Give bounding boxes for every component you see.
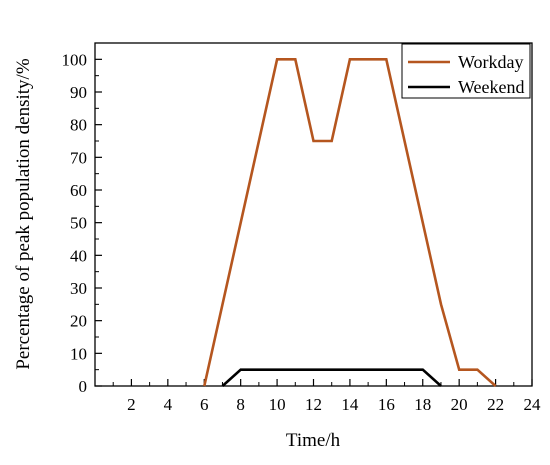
y-axis-label: Percentage of peak population density/%: [13, 58, 34, 369]
y-tick-label: 90: [70, 83, 87, 102]
y-tick-label: 10: [70, 344, 87, 363]
y-tick-label: 100: [62, 50, 88, 69]
y-tick-label: 70: [70, 148, 87, 167]
y-tick-label: 20: [70, 312, 87, 331]
legend: Workday Weekend: [401, 43, 531, 99]
x-tick-label: 8: [236, 395, 245, 414]
x-tick-label: 2: [127, 395, 136, 414]
x-tick-label: 10: [269, 395, 286, 414]
y-tick-label: 50: [70, 214, 87, 233]
series-line-workday: [203, 57, 497, 387]
y-axis-ticks: 0 10 20 30 40 50 60 70 80 90 100: [62, 50, 102, 396]
x-tick-label: 14: [341, 395, 359, 414]
y-tick-label: 0: [79, 377, 88, 396]
series-line-weekend: [221, 368, 442, 387]
legend-label-weekend: Weekend: [458, 77, 525, 97]
x-tick-label: 16: [378, 395, 395, 414]
x-tick-label: 18: [414, 395, 431, 414]
y-tick-label: 30: [70, 279, 87, 298]
y-tick-label: 60: [70, 181, 87, 200]
x-axis-ticks: 2 4 6 8 10 12 14 16 18 20 22 24: [112, 379, 542, 414]
series-layer: [203, 57, 497, 387]
legend-box: [401, 43, 531, 99]
x-tick-label: 12: [305, 395, 322, 414]
x-axis-label: Time/h: [286, 430, 341, 451]
x-tick-label: 20: [451, 395, 468, 414]
legend-label-workday: Workday: [458, 52, 524, 72]
x-tick-label: 22: [487, 395, 504, 414]
x-tick-label: 24: [524, 395, 542, 414]
x-tick-label: 6: [200, 395, 209, 414]
y-tick-label: 80: [70, 116, 87, 135]
y-tick-label: 40: [70, 246, 87, 265]
x-tick-label: 4: [164, 395, 173, 414]
